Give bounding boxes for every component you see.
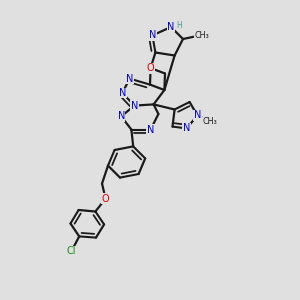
Text: CH₃: CH₃ [202,117,217,126]
Text: H: H [176,21,182,30]
Text: N: N [118,111,125,122]
Text: CH₃: CH₃ [194,31,209,40]
Text: N: N [194,110,201,121]
Text: N: N [126,74,133,84]
Text: O: O [147,63,154,73]
Text: N: N [147,124,154,135]
Text: N: N [167,22,175,32]
Text: N: N [119,88,126,98]
Text: N: N [149,30,156,40]
Text: Cl: Cl [67,246,76,256]
Text: O: O [102,194,110,204]
Text: N: N [131,100,138,111]
Text: N: N [183,123,190,134]
